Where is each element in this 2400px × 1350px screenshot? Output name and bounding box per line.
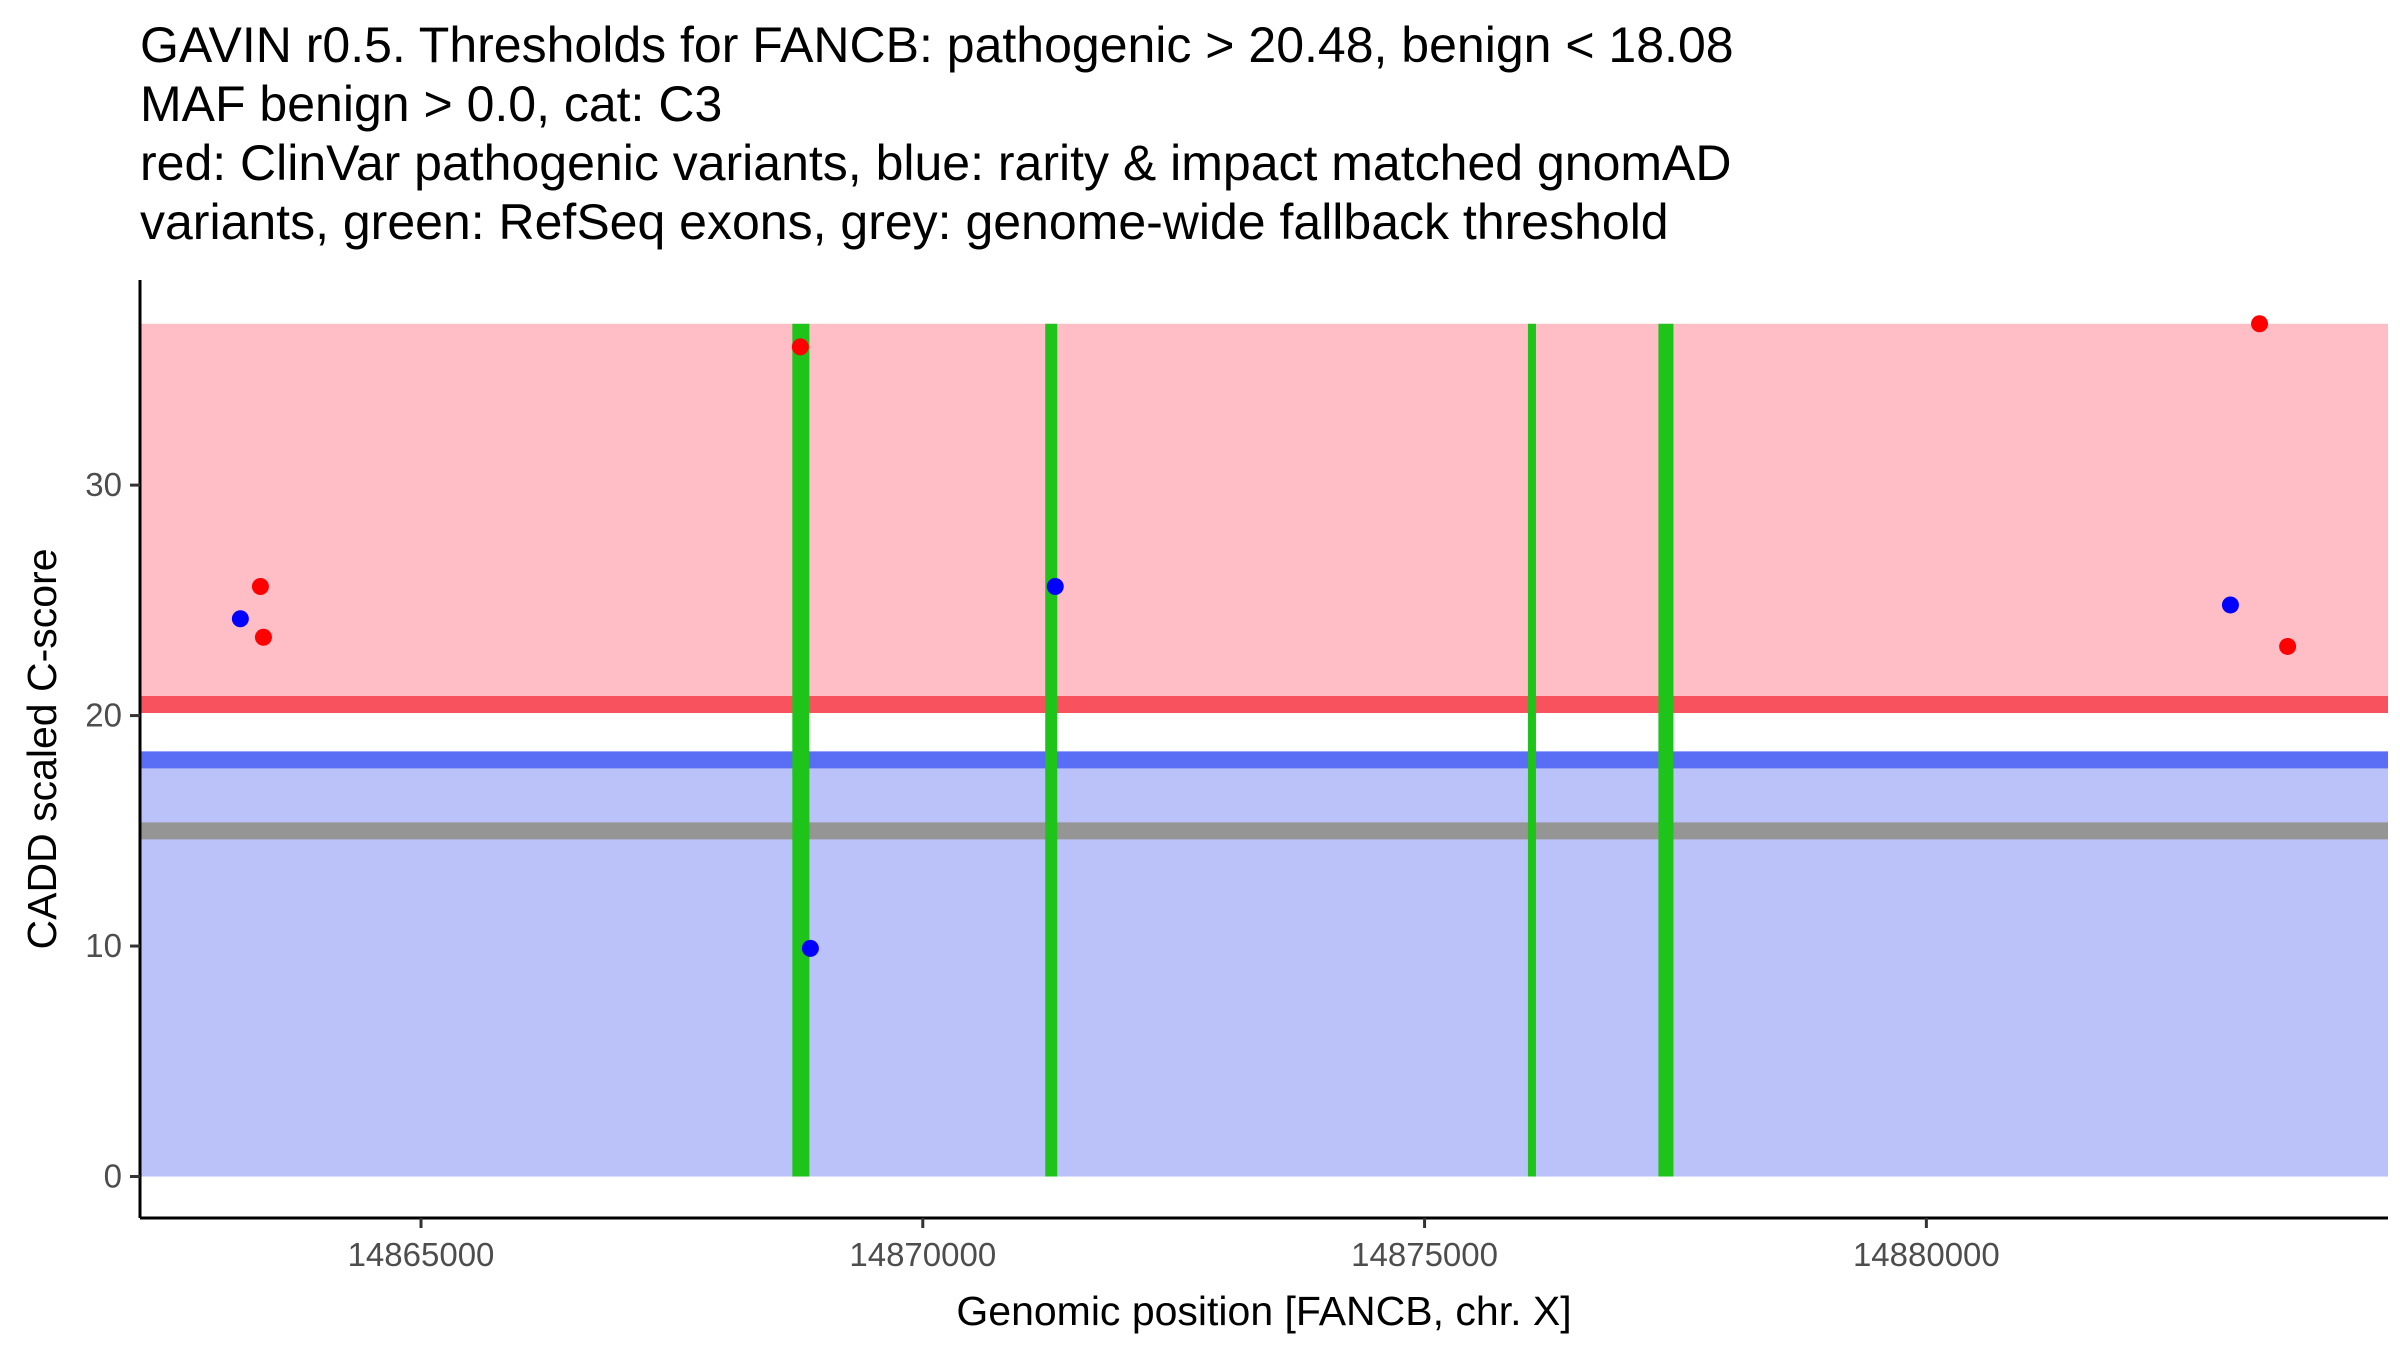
gnomad-variant-point [1046, 578, 1064, 596]
y-axis-ticks: 0 10 20 30 [85, 466, 140, 1195]
pathogenic-variant-point [254, 628, 272, 646]
exon-bar [1527, 323, 1536, 1177]
exon-bar [792, 323, 810, 1177]
y-tick-label: 20 [85, 697, 122, 734]
x-tick-label: 14865000 [348, 1236, 495, 1273]
y-tick-label: 0 [104, 1158, 122, 1195]
title-line-2: MAF benign > 0.0, cat: C3 [140, 76, 722, 132]
y-axis-title: CADD scaled C-score [19, 549, 65, 950]
data-points [231, 315, 2297, 957]
plot-area [140, 315, 2388, 1177]
gnomad-variant-point [2221, 596, 2239, 614]
x-tick-label: 14875000 [1351, 1236, 1498, 1273]
threshold-lines [140, 696, 2388, 840]
title-line-4: variants, green: RefSeq exons, grey: gen… [140, 194, 1669, 250]
pathogenic-variant-point [2251, 315, 2269, 333]
axes: 0 10 20 30 14865000 14870000 14875000 14880000 [85, 280, 2388, 1273]
chart-title: GAVIN r0.5. Thresholds for FANCB: pathog… [140, 17, 1734, 250]
pathogenic-variant-point [251, 578, 269, 596]
x-axis-title: Genomic position [FANCB, chr. X] [956, 1288, 1571, 1334]
gnomad-variant-point [231, 610, 249, 628]
x-tick-label: 14870000 [849, 1236, 996, 1273]
title-line-3: red: ClinVar pathogenic variants, blue: … [140, 135, 1731, 191]
exon-bars [792, 323, 1674, 1177]
title-line-1: GAVIN r0.5. Thresholds for FANCB: pathog… [140, 17, 1734, 73]
y-tick-label: 10 [85, 927, 122, 964]
pathogenic-region [140, 323, 2388, 705]
exon-bar [1045, 323, 1058, 1177]
exon-bar [1658, 323, 1674, 1177]
pathogenic-variant-point [2279, 637, 2297, 655]
gnomad-variant-point [801, 939, 819, 957]
x-axis-ticks: 14865000 14870000 14875000 14880000 [348, 1218, 2000, 1273]
y-tick-label: 30 [85, 466, 122, 503]
pathogenic-variant-point [791, 338, 809, 356]
x-tick-label: 14880000 [1853, 1236, 2000, 1273]
